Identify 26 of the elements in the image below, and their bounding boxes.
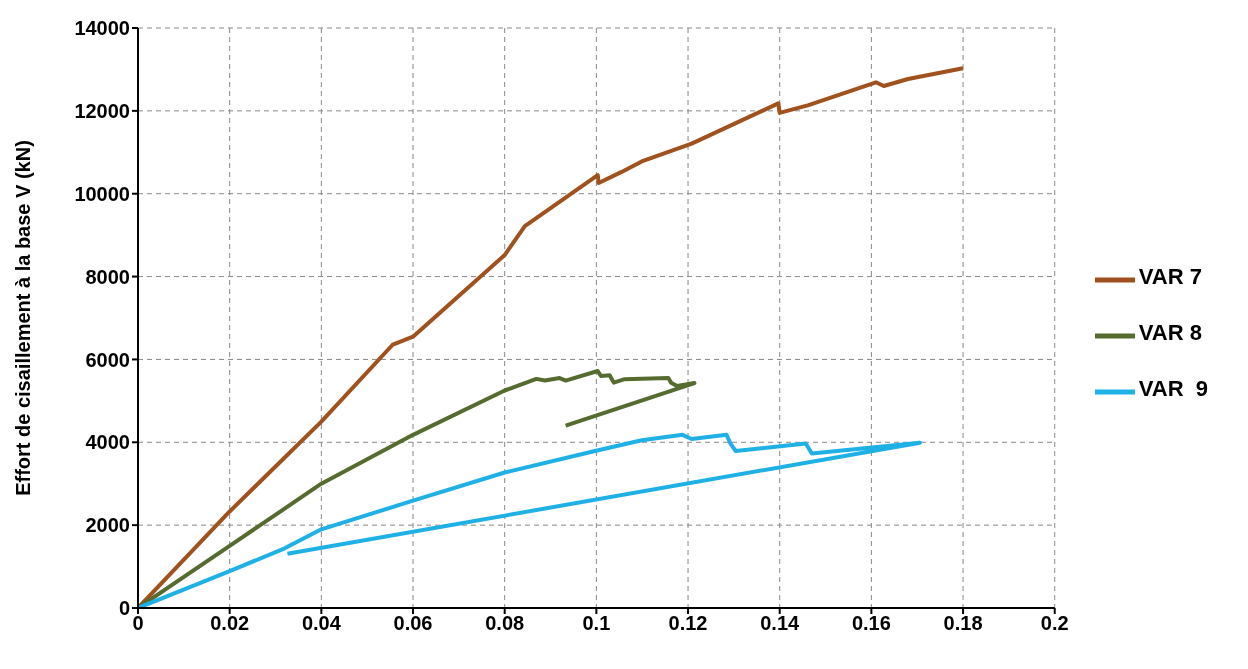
x-tick-label: 0.08 xyxy=(485,612,525,635)
x-tick-label: 0 xyxy=(132,612,144,635)
y-tick-label: 6000 xyxy=(85,348,130,371)
x-tick-label: 0.06 xyxy=(393,612,433,635)
y-tick-label: 12000 xyxy=(74,99,130,122)
x-tick-label: 0.04 xyxy=(301,612,342,635)
x-tick-label: 0.14 xyxy=(760,612,801,635)
y-tick-label: 8000 xyxy=(85,265,130,288)
y-tick-label: 2000 xyxy=(85,514,130,537)
y-tick-label: 0 xyxy=(118,597,130,620)
y-tick-label: 14000 xyxy=(74,17,130,40)
x-tick-label: 0.02 xyxy=(210,612,250,635)
x-tick-label: 0.16 xyxy=(851,612,891,635)
y-axis-title: Effort de cisaillement à la base V (kN) xyxy=(12,140,35,496)
x-tick-label: 0.2 xyxy=(1040,612,1069,635)
line-series xyxy=(138,66,966,608)
x-tick-label: 0.1 xyxy=(582,612,611,635)
legend-label: VAR 8 xyxy=(1138,320,1202,345)
y-tick-label: 10000 xyxy=(74,182,130,205)
x-tick-label: 0.18 xyxy=(943,612,983,635)
legend-label: VAR 7 xyxy=(1138,264,1202,289)
legend-label: VAR 9 xyxy=(1138,376,1208,401)
x-tick-label: 0.12 xyxy=(668,612,708,635)
y-tick-label: 4000 xyxy=(85,431,130,454)
line-series xyxy=(138,369,697,608)
line-series xyxy=(138,432,922,608)
